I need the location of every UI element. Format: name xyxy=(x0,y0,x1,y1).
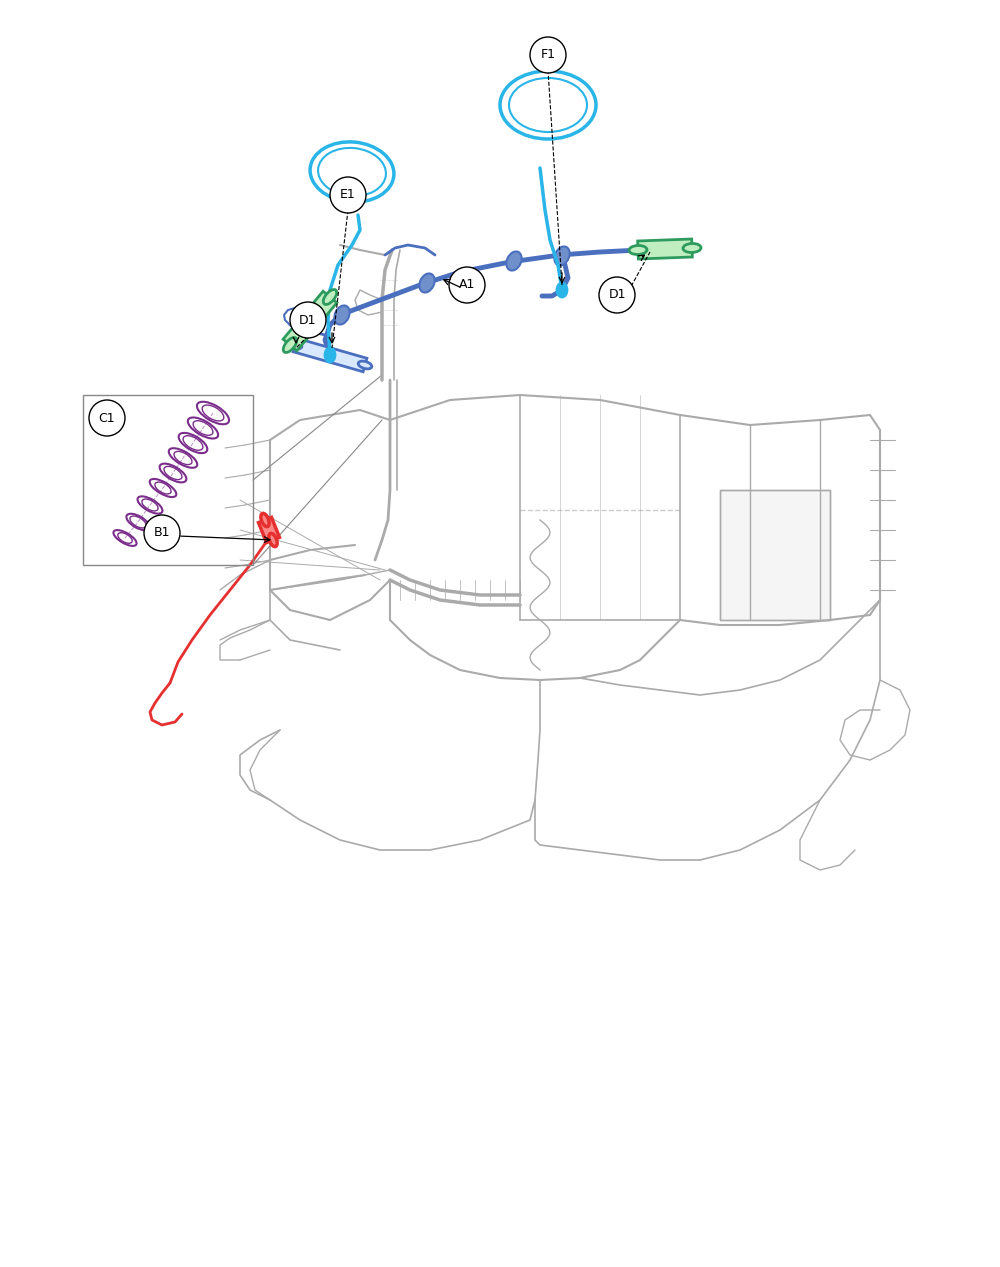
Polygon shape xyxy=(293,338,367,371)
Text: D1: D1 xyxy=(299,313,317,327)
Polygon shape xyxy=(638,239,692,258)
Polygon shape xyxy=(259,517,279,542)
Ellipse shape xyxy=(509,79,587,132)
Circle shape xyxy=(89,400,125,436)
Ellipse shape xyxy=(269,533,277,546)
Text: C1: C1 xyxy=(99,412,115,424)
Text: A1: A1 xyxy=(459,279,475,291)
Circle shape xyxy=(330,177,366,213)
Ellipse shape xyxy=(323,290,337,304)
Text: B1: B1 xyxy=(154,527,170,540)
Ellipse shape xyxy=(633,247,647,253)
FancyBboxPatch shape xyxy=(720,490,830,620)
Ellipse shape xyxy=(557,283,567,296)
Ellipse shape xyxy=(506,251,522,271)
Ellipse shape xyxy=(288,341,302,348)
Ellipse shape xyxy=(318,148,386,196)
Text: E1: E1 xyxy=(340,189,356,201)
Ellipse shape xyxy=(419,274,435,293)
Ellipse shape xyxy=(554,247,570,266)
Circle shape xyxy=(449,267,485,303)
Ellipse shape xyxy=(358,361,372,369)
Ellipse shape xyxy=(334,305,350,324)
Circle shape xyxy=(290,302,326,338)
Ellipse shape xyxy=(325,348,335,362)
Circle shape xyxy=(144,514,180,551)
Text: D1: D1 xyxy=(608,289,626,302)
Polygon shape xyxy=(283,291,337,351)
Ellipse shape xyxy=(683,243,701,252)
Polygon shape xyxy=(640,241,690,257)
Ellipse shape xyxy=(261,513,269,527)
Circle shape xyxy=(530,37,566,73)
Ellipse shape xyxy=(683,245,697,252)
Text: F1: F1 xyxy=(540,48,556,62)
Ellipse shape xyxy=(629,246,647,255)
Circle shape xyxy=(599,277,635,313)
Ellipse shape xyxy=(283,337,297,352)
